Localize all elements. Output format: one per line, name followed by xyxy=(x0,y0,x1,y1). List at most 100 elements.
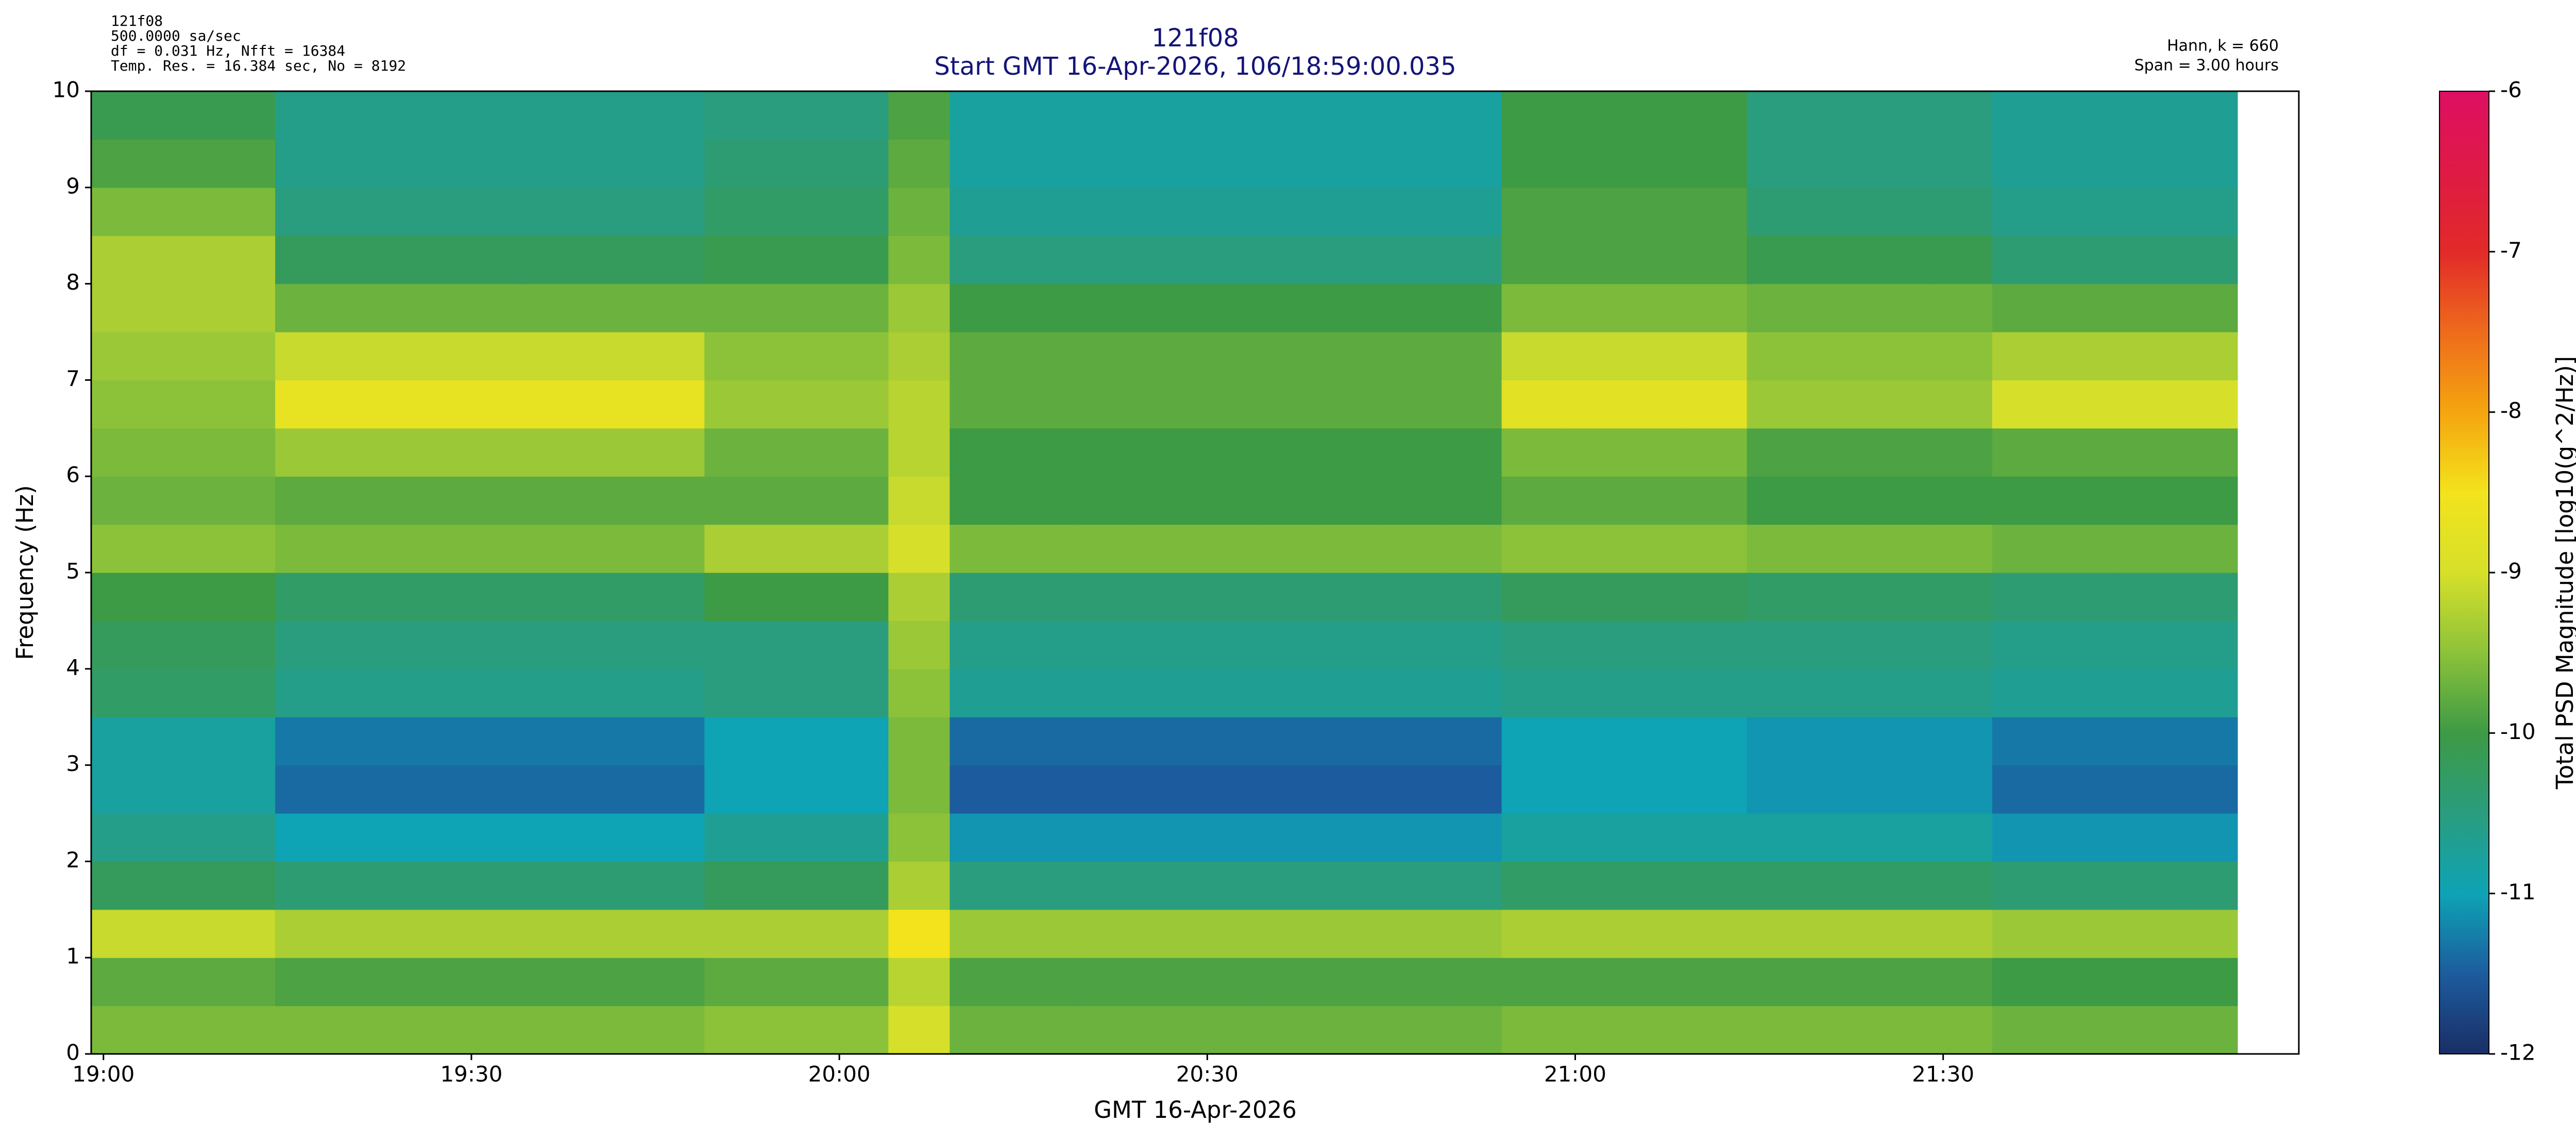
heatmap-cell xyxy=(2053,332,2115,380)
heatmap-cell xyxy=(459,187,521,236)
heatmap-cell xyxy=(643,380,705,429)
heatmap-cell xyxy=(1869,91,1931,140)
heatmap-cell xyxy=(766,332,827,380)
heatmap-cell xyxy=(1685,765,1748,814)
heatmap-cell xyxy=(2053,958,2115,1007)
heatmap-cell xyxy=(766,380,827,429)
heatmap-cell xyxy=(582,621,643,669)
heatmap-cell xyxy=(950,958,1012,1007)
heatmap-cell xyxy=(1256,524,1318,573)
heatmap-cell xyxy=(1317,813,1380,862)
heatmap-cell xyxy=(459,283,521,332)
heatmap-cell xyxy=(2114,236,2177,284)
x-tick-label: 21:30 xyxy=(1912,1062,1974,1087)
heatmap-cell xyxy=(1195,91,1257,140)
heatmap-cell xyxy=(1501,958,1564,1007)
heatmap-cell xyxy=(1440,187,1502,236)
heatmap-cell xyxy=(1624,428,1686,477)
heatmap-cell xyxy=(1747,909,1809,958)
info-note: df = 0.031 Hz, Nfft = 16384 xyxy=(111,42,345,59)
heatmap-cell xyxy=(2114,91,2177,140)
heatmap-cell xyxy=(91,187,153,236)
heatmap-cell xyxy=(950,668,1012,717)
heatmap-cell xyxy=(582,668,643,717)
heatmap-cell xyxy=(1501,621,1564,669)
heatmap-cell xyxy=(459,332,521,380)
heatmap-cell xyxy=(336,476,398,525)
heatmap-cell xyxy=(582,139,643,188)
heatmap-cell xyxy=(1563,1005,1625,1054)
heatmap-cell xyxy=(214,717,276,766)
heatmap-cell xyxy=(1195,524,1257,573)
heatmap-cell xyxy=(1685,813,1748,862)
heatmap-cell xyxy=(1624,524,1686,573)
heatmap-cell xyxy=(1011,717,1073,766)
heatmap-cell xyxy=(1379,380,1441,429)
heatmap-cell xyxy=(1256,283,1318,332)
heatmap-cell xyxy=(214,765,276,814)
heatmap-cell xyxy=(2176,861,2238,910)
heatmap-cell xyxy=(1195,236,1257,284)
heatmap-cell xyxy=(275,139,337,188)
heatmap-cell xyxy=(459,668,521,717)
heatmap-cell xyxy=(275,283,337,332)
heatmap-cell xyxy=(1440,91,1502,140)
heatmap-cell xyxy=(2114,332,2177,380)
heatmap-cell xyxy=(1992,236,2054,284)
heatmap-cell xyxy=(398,91,460,140)
heatmap-cell xyxy=(1317,621,1380,669)
heatmap-cell xyxy=(1379,1005,1441,1054)
heatmap-cell xyxy=(1930,909,1993,958)
heatmap-cell xyxy=(704,524,766,573)
heatmap-cell xyxy=(827,717,889,766)
heatmap-cell xyxy=(1869,861,1931,910)
heatmap-cell xyxy=(520,621,582,669)
heatmap-cell xyxy=(459,524,521,573)
heatmap-cell xyxy=(1747,428,1809,477)
heatmap-cell xyxy=(1317,861,1380,910)
heatmap-cell xyxy=(1563,476,1625,525)
heatmap-cell xyxy=(2053,717,2115,766)
heatmap-cell xyxy=(2053,909,2115,958)
heatmap-cell xyxy=(1256,91,1318,140)
heatmap-cell xyxy=(766,958,827,1007)
heatmap-cell xyxy=(1256,476,1318,525)
heatmap-cell xyxy=(1685,476,1748,525)
heatmap-cell xyxy=(1685,1005,1748,1054)
heatmap-cell xyxy=(91,813,153,862)
heatmap-cell xyxy=(1256,332,1318,380)
heatmap-cell xyxy=(91,524,153,573)
colorbar-tick-label: -9 xyxy=(2500,559,2522,584)
heatmap-cell xyxy=(91,1005,153,1054)
heatmap-cell xyxy=(766,813,827,862)
heatmap-cell xyxy=(582,283,643,332)
heatmap-cell xyxy=(1869,332,1931,380)
heatmap-cell xyxy=(214,187,276,236)
heatmap-cell xyxy=(1624,236,1686,284)
heatmap-cell xyxy=(827,380,889,429)
heatmap-cell xyxy=(1440,283,1502,332)
heatmap-cell xyxy=(1869,524,1931,573)
heatmap-cell xyxy=(1133,765,1196,814)
heatmap-cell xyxy=(1379,139,1441,188)
heatmap-cell xyxy=(336,428,398,477)
heatmap-cell xyxy=(275,428,337,477)
heatmap-cell xyxy=(1379,428,1441,477)
heatmap-cell xyxy=(91,621,153,669)
heatmap-cell xyxy=(827,332,889,380)
heatmap-cell xyxy=(643,1005,705,1054)
heatmap-cell xyxy=(1930,573,1993,621)
heatmap-cell xyxy=(2176,283,2238,332)
heatmap-cell xyxy=(2114,958,2177,1007)
heatmap-cell xyxy=(888,236,950,284)
heatmap-cell xyxy=(1747,861,1809,910)
heatmap-cell xyxy=(336,236,398,284)
heatmap-cell xyxy=(1072,717,1134,766)
heatmap-cell xyxy=(1379,621,1441,669)
heatmap-cell xyxy=(398,283,460,332)
heatmap-cell xyxy=(643,813,705,862)
heatmap-cell xyxy=(520,236,582,284)
heatmap-cell xyxy=(152,380,214,429)
heatmap-cell xyxy=(1685,861,1748,910)
heatmap-cell xyxy=(704,668,766,717)
